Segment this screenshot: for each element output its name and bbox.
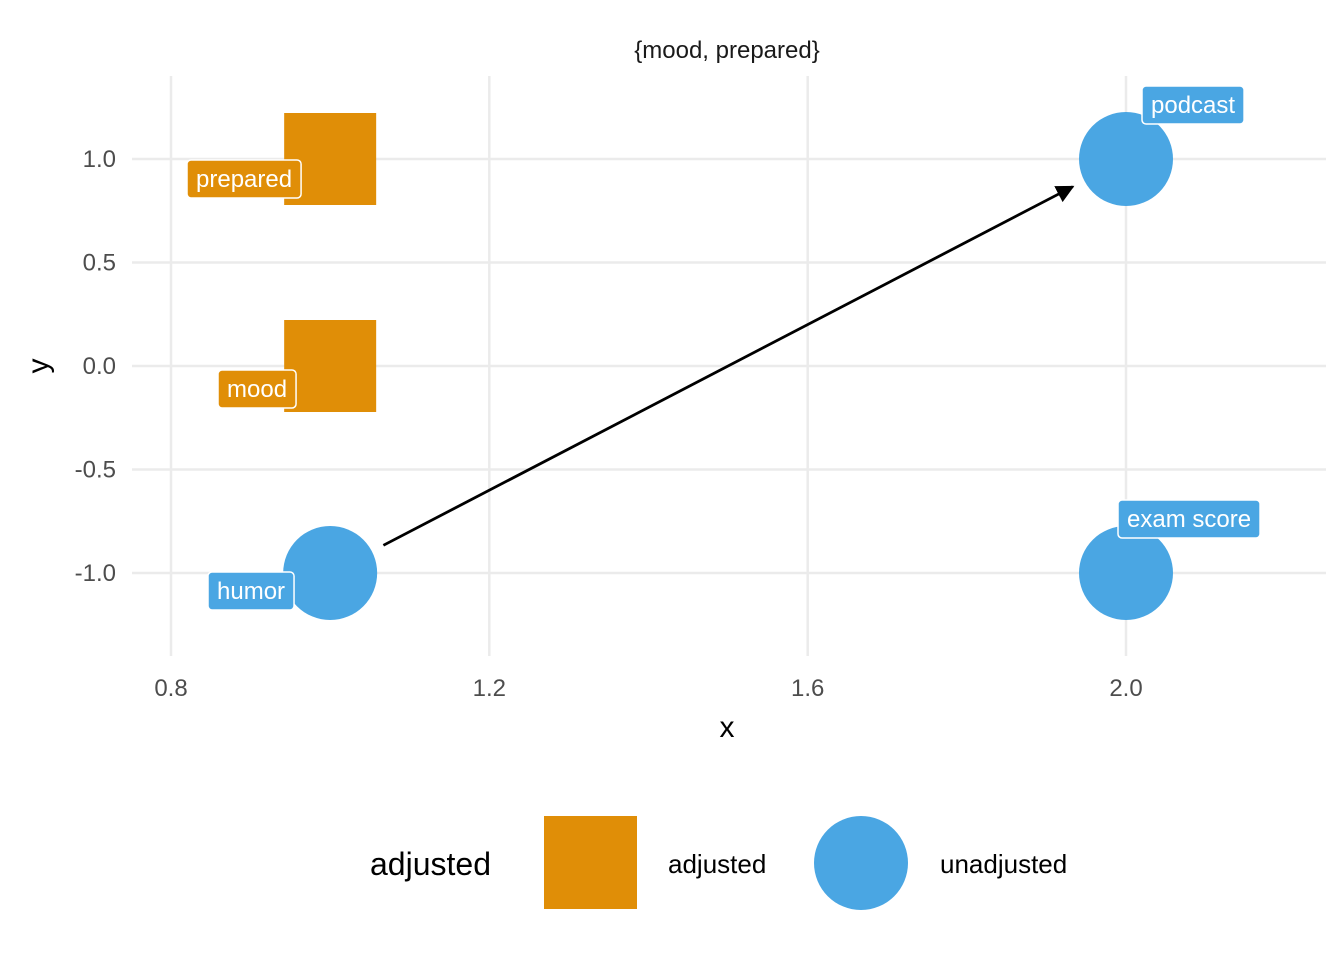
label-humor: humor: [207, 571, 295, 611]
legend-label-unadjusted: unadjusted: [940, 849, 1067, 879]
y-tick-label: 1.0: [83, 146, 116, 173]
node-label-text: mood: [227, 376, 287, 403]
label-box: [1117, 499, 1261, 539]
x-tick-label: 2.0: [1109, 675, 1142, 702]
tick-labels: 0.8 1.2 1.6 2.0 1.0 0.5 0.0 -0.5 -1.0: [75, 146, 1143, 702]
x-tick-label: 1.2: [473, 675, 506, 702]
label-exam-score: exam score: [1117, 499, 1261, 539]
x-axis-title: x: [720, 711, 735, 744]
label-prepared: prepared: [186, 159, 302, 199]
label-box: [1141, 85, 1245, 125]
node-label-text: podcast: [1151, 92, 1235, 119]
label-box: [186, 159, 302, 199]
node-exam-score: [1079, 526, 1173, 620]
x-tick-label: 0.8: [154, 675, 187, 702]
y-tick-label: 0.5: [83, 250, 116, 277]
legend-title: adjusted: [370, 846, 491, 882]
legend-key-unadjusted: [814, 816, 908, 910]
y-axis-title: y: [22, 359, 55, 374]
legend-label-adjusted: adjusted: [668, 849, 766, 879]
edges: [382, 185, 1075, 547]
node-label-text: exam score: [1127, 506, 1251, 533]
legend-key-adjusted: [544, 816, 637, 909]
y-tick-label: 0.0: [83, 353, 116, 380]
facet-title: {mood, prepared}: [634, 37, 819, 64]
nodes: [283, 112, 1173, 620]
edge-humor-to-podcast: [382, 185, 1075, 547]
legend: adjusted adjusted unadjusted: [370, 816, 1067, 910]
y-tick-label: -0.5: [75, 457, 116, 484]
y-tick-label: -1.0: [75, 560, 116, 587]
node-mood: [284, 320, 377, 412]
label-box: [207, 571, 295, 611]
x-tick-label: 1.6: [791, 675, 824, 702]
node-label-text: prepared: [196, 166, 292, 193]
node-label-text: humor: [217, 578, 285, 605]
node-podcast: [1079, 112, 1173, 206]
node-humor: [283, 526, 378, 620]
label-podcast: podcast: [1141, 85, 1245, 125]
node-labels: prepared mood humor podcast exam score: [186, 85, 1261, 611]
label-mood: mood: [217, 369, 297, 409]
label-box: [217, 369, 297, 409]
